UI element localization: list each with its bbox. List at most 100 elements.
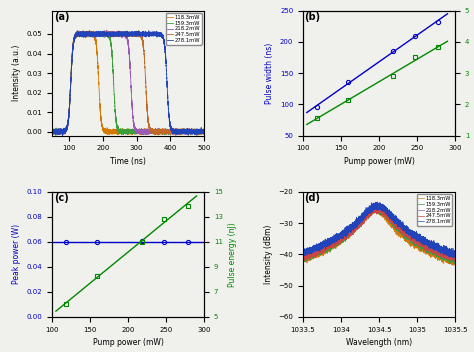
218.2mW [104,32,110,36]
278.1mW [60,134,65,138]
247.5mW [57,128,63,132]
159.3mW [57,130,63,134]
218.2mW [452,258,458,262]
159.3mW [53,133,59,138]
247.5mW [201,129,207,133]
118.3mW [104,128,110,132]
Line: 218.2mW: 218.2mW [303,202,455,262]
118.3mW [170,132,176,136]
218.2mW [146,130,152,134]
218.2mW [355,221,361,225]
247.5mW [49,130,55,134]
278.1mW [390,218,396,222]
278.1mW [201,129,207,133]
278.1mW [355,219,361,223]
118.3mW [308,255,313,259]
118.3mW [413,244,419,248]
159.3mW [104,33,110,37]
247.5mW [413,237,419,241]
218.2mW [451,260,457,264]
278.1mW [86,29,92,33]
159.3mW [146,130,152,134]
278.1mW [413,235,419,240]
247.5mW [104,33,110,37]
Line: 118.3mW: 118.3mW [303,205,455,265]
Y-axis label: Peak power (W): Peak power (W) [12,224,21,284]
118.3mW [162,130,168,134]
Text: (a): (a) [54,12,69,22]
118.3mW [49,129,55,133]
159.3mW [447,262,453,266]
159.3mW [371,204,377,208]
Text: (d): (d) [304,193,320,203]
118.3mW [397,228,402,232]
118.3mW [201,127,207,132]
118.3mW [80,29,86,33]
Legend: 118.3mW, 159.3mW, 218.2mW, 247.5mW, 278.1mW: 118.3mW, 159.3mW, 218.2mW, 247.5mW, 278.… [166,13,201,45]
118.3mW [300,256,306,260]
159.3mW [139,130,145,134]
118.3mW [139,129,145,133]
218.2mW [170,133,176,137]
247.5mW [308,252,313,256]
278.1mW [146,32,152,36]
218.2mW [173,133,178,137]
218.2mW [103,28,109,32]
159.3mW [170,131,176,135]
218.2mW [397,223,402,227]
218.2mW [413,236,419,240]
Line: 278.1mW: 278.1mW [52,31,204,136]
247.5mW [300,254,306,258]
247.5mW [168,133,173,137]
159.3mW [201,129,207,133]
Y-axis label: Intensity (dBm): Intensity (dBm) [264,225,273,284]
X-axis label: Pump power (mW): Pump power (mW) [344,157,414,166]
X-axis label: Wavelength (nm): Wavelength (nm) [346,338,412,347]
218.2mW [390,219,396,223]
Line: 118.3mW: 118.3mW [52,31,204,135]
118.3mW [355,221,361,225]
247.5mW [452,256,458,260]
218.2mW [308,252,313,256]
247.5mW [170,130,176,134]
247.5mW [397,225,402,229]
247.5mW [146,122,152,126]
278.1mW [397,224,402,228]
159.3mW [91,29,97,33]
159.3mW [421,245,427,249]
118.3mW [146,131,152,135]
159.3mW [397,228,402,232]
X-axis label: Pump power (mW): Pump power (mW) [93,338,164,347]
247.5mW [421,242,427,246]
218.2mW [162,127,168,132]
Y-axis label: Pulse energy (nJ): Pulse energy (nJ) [228,222,237,287]
247.5mW [162,130,168,134]
159.3mW [300,257,306,261]
218.2mW [421,243,427,247]
Line: 218.2mW: 218.2mW [52,30,204,135]
218.2mW [373,200,378,205]
278.1mW [162,45,168,49]
Text: (c): (c) [54,193,68,203]
Text: (b): (b) [304,12,320,22]
159.3mW [452,257,458,261]
247.5mW [390,220,396,224]
218.2mW [49,129,55,133]
118.3mW [421,250,427,254]
278.1mW [452,252,458,256]
218.2mW [300,253,306,257]
278.1mW [451,256,457,260]
118.3mW [57,130,63,134]
159.3mW [49,130,55,134]
247.5mW [447,259,453,264]
Y-axis label: Intensity (a.u.): Intensity (a.u.) [12,45,21,101]
218.2mW [139,128,145,133]
278.1mW [170,130,176,134]
118.3mW [390,223,396,227]
278.1mW [308,248,313,252]
Y-axis label: Pulse width (ns): Pulse width (ns) [265,43,274,104]
278.1mW [57,130,63,134]
Line: 247.5mW: 247.5mW [303,204,455,262]
278.1mW [300,252,306,257]
278.1mW [139,33,145,37]
